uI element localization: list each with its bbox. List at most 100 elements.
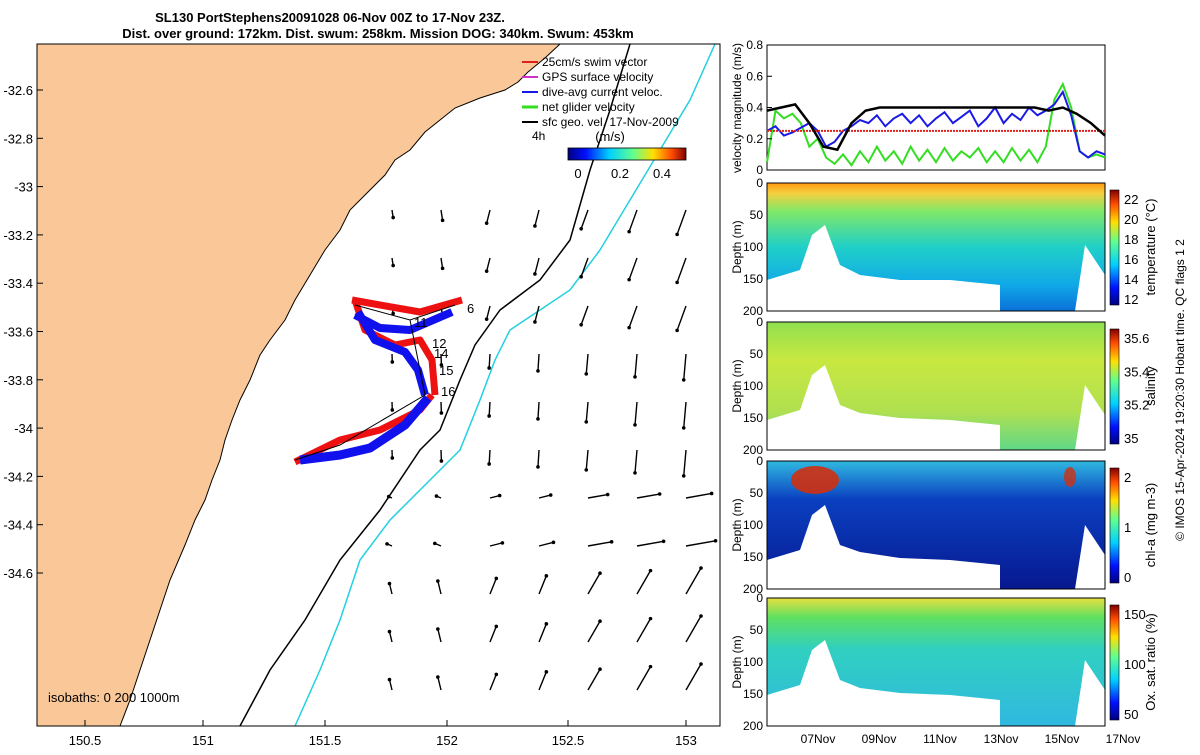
velocity-vector-head — [675, 329, 679, 333]
velocity-vector-head — [495, 625, 499, 629]
depth-tick-label: 150 — [743, 411, 763, 425]
velocity-vector-head — [627, 230, 631, 234]
velocity-vector-head — [441, 267, 445, 271]
velocity-vector-head — [633, 423, 637, 427]
velocity-vector-head — [545, 574, 549, 578]
legend-label-net: net glider velocity — [542, 100, 635, 114]
date-tick-label: 07Nov — [801, 732, 836, 746]
depth-tick-label: 50 — [750, 486, 764, 500]
depth-tick-label: 150 — [743, 687, 763, 701]
lat-tick-label: -32.6 — [3, 83, 33, 98]
velocity-vector-head — [436, 579, 440, 583]
figure-title-line2: Dist. over ground: 172km. Dist. swum: 25… — [122, 26, 634, 41]
depth-tick-label: 100 — [743, 655, 763, 669]
depth-axis-label: Depth (m) — [730, 498, 744, 551]
velocity-vector-head — [649, 665, 653, 669]
depth-axis-label: Depth (m) — [730, 635, 744, 688]
chla-bloom-1 — [791, 466, 839, 494]
velocity-vector-head — [627, 326, 631, 330]
velocity-vector-head — [545, 622, 549, 626]
velocity-vector-head — [487, 462, 491, 466]
day-label-6: 6 — [467, 301, 474, 316]
velocity-vector-head — [714, 539, 718, 543]
colorbar-tick-label: 1 — [1124, 520, 1131, 535]
velocity-vector-head — [436, 675, 440, 679]
velocity-vector-head — [498, 494, 502, 498]
velocity-ytick-label: 0.2 — [746, 132, 763, 146]
velocity-vector-head — [391, 264, 395, 268]
lon-tick-label: 152 — [436, 733, 458, 748]
velocity-vector-head — [699, 566, 703, 570]
velocity-vector-head — [433, 542, 437, 546]
salinity-panel: salinity — [767, 322, 1158, 450]
day-label-16: 16 — [441, 384, 455, 399]
vector-key-label: 4h — [532, 129, 545, 143]
chla-bloom-2 — [1064, 467, 1076, 487]
depth-tick-label: 150 — [743, 550, 763, 564]
lon-tick-label: 151 — [192, 733, 214, 748]
depth-tick-label: 100 — [743, 240, 763, 254]
colorbar-tick-label: 150 — [1124, 607, 1146, 622]
date-tick-label: 09Nov — [862, 732, 897, 746]
velocity-panel: 00.20.40.60.8 velocity magnitude (m/s) — [730, 38, 1105, 177]
velocity-ytick-label: 0 — [756, 163, 763, 177]
legend-label-swim: 25cm/s swim vector — [542, 55, 647, 69]
chla-panel: chl-a (mg m-3) — [767, 461, 1158, 589]
date-tick-label: 17Nov — [1106, 732, 1141, 746]
colorbar-tick-label: 100 — [1124, 657, 1146, 672]
colorbar-tick-label: 35 — [1124, 431, 1138, 446]
velocity-vector-head — [606, 493, 610, 497]
velocity-vector-head — [633, 375, 637, 379]
colorbar-tick-label: 14 — [1124, 272, 1138, 287]
velocity-vector-head — [627, 278, 631, 282]
day-label-14: 14 — [434, 346, 448, 361]
velocity-vector-head — [487, 366, 491, 370]
lat-tick-label: -33.6 — [3, 325, 33, 340]
temperature-panel: temperature (°C) — [767, 183, 1158, 311]
colorbar-unit: (m/s) — [595, 129, 625, 144]
colorbar-tick-label: 20 — [1124, 212, 1138, 227]
velocity-vector-head — [536, 465, 540, 469]
lat-tick-label: -34 — [14, 421, 33, 436]
lat-tick-label: -33.2 — [3, 228, 33, 243]
depth-tick-label: 200 — [743, 719, 763, 733]
lat-tick-label: -34.4 — [3, 518, 33, 533]
velocity-vector-head — [495, 673, 499, 677]
speed-colorbar — [568, 148, 686, 160]
legend-label-gps: GPS surface velocity — [542, 70, 653, 84]
velocity-vector-head — [584, 372, 588, 376]
velocity-vector-head — [440, 411, 444, 415]
colorbar-tick-label: 35.2 — [1124, 398, 1149, 413]
depth-axis-label: Depth (m) — [730, 220, 744, 273]
depth-tick-label: 0 — [756, 176, 763, 190]
velocity-vector-head — [391, 216, 395, 220]
velocity-vector-head — [485, 269, 489, 273]
velocity-vector-head — [598, 619, 602, 623]
velocity-vector-head — [579, 323, 583, 327]
colorbar-tick-label: 22 — [1124, 192, 1138, 207]
velocity-vector-head — [536, 369, 540, 373]
velocity-ytick-label: 0.6 — [746, 69, 763, 83]
velocity-vector-head — [699, 614, 703, 618]
velocity-vector-head — [549, 493, 553, 497]
velocity-vector-head — [662, 540, 666, 544]
depth-tick-label: 0 — [756, 454, 763, 468]
velocity-vector-head — [388, 582, 392, 586]
colorbar-tick-label: 35.6 — [1124, 331, 1149, 346]
legend-label-geo: sfc geo. vel. 17-Nov-2009 — [542, 115, 679, 129]
velocity-vector-head — [633, 471, 637, 475]
velocity-vector-head — [579, 275, 583, 279]
velocity-vector-head — [441, 219, 445, 223]
chla-colorbar — [1110, 468, 1119, 583]
figure-title-line1: SL130 PortStephens20091028 06-Nov 00Z to… — [155, 10, 505, 25]
velocity-vector-head — [682, 474, 686, 478]
velocity-vector — [489, 354, 490, 368]
lat-tick-label: -34.2 — [3, 469, 33, 484]
velocity-vector-head — [658, 492, 662, 496]
depth-axis-label: Depth (m) — [730, 359, 744, 412]
velocity-ylabel: velocity magnitude (m/s) — [730, 43, 744, 173]
salinity-colorbar — [1110, 329, 1119, 444]
velocity-vector-head — [485, 221, 489, 225]
lat-tick-label: -33.8 — [3, 373, 33, 388]
